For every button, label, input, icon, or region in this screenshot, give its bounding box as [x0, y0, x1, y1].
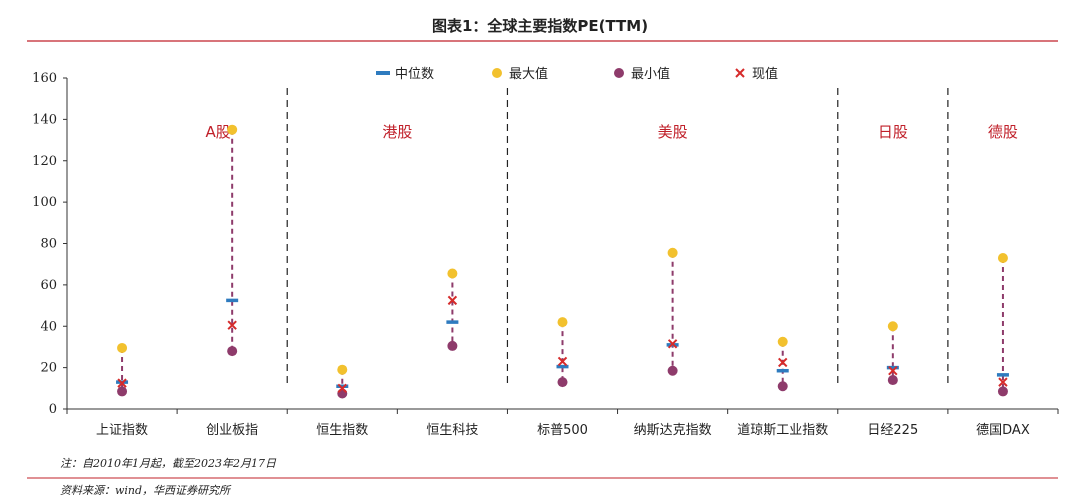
min-point: [557, 377, 568, 388]
y-tick-label: 0: [49, 402, 57, 417]
legend-item: 现值: [735, 66, 778, 82]
median-mark: [996, 373, 1009, 377]
max-point: [447, 268, 458, 279]
current-mark-stroke: [998, 377, 1008, 387]
current-mark: [227, 320, 237, 330]
min-point: [667, 365, 678, 376]
median-mark: [446, 320, 459, 324]
y-tick-label: 40: [40, 319, 57, 334]
chart-source: 资料来源：wind，华西证券研究所: [60, 484, 232, 497]
x-tick-label: 恒生指数: [316, 423, 368, 438]
min-point: [777, 381, 788, 392]
current-mark-stroke: [888, 366, 898, 376]
max-point: [997, 252, 1008, 263]
current-mark: [447, 295, 458, 306]
current-mark-stroke: [227, 320, 237, 330]
y-tick-label: 80: [40, 237, 57, 252]
x-tick-label: 恒生科技: [426, 423, 478, 438]
legend-swatch-max: [492, 68, 502, 78]
current-mark-stroke: [117, 378, 127, 388]
legend-swatch-min: [614, 68, 624, 78]
legend-swatch-current: [735, 68, 745, 78]
min-point: [117, 386, 128, 397]
region-dividers: [286, 88, 949, 385]
current-mark-stroke: [778, 357, 788, 368]
legend: 中位数 最大值 最小值 现值: [376, 66, 778, 82]
max-point: [887, 321, 898, 332]
legend-swatch-median: [376, 71, 390, 75]
legend-item: 中位数: [376, 67, 434, 82]
median-mark: [336, 384, 349, 388]
min-point: [887, 375, 898, 386]
median-mark: [886, 365, 899, 370]
current-mark: [778, 357, 788, 368]
y-tick-label: 60: [40, 278, 57, 293]
current-mark: [888, 366, 898, 376]
y-tick-label: 120: [32, 154, 57, 169]
x-tick-label: 德国DAX: [976, 423, 1030, 438]
current-mark-stroke: [337, 383, 347, 394]
min-point: [997, 386, 1008, 397]
max-point: [777, 336, 788, 347]
max-point: [337, 364, 348, 375]
chart-title: 图表1：全球主要指数PE(TTM): [432, 17, 648, 35]
median-mark: [556, 364, 569, 369]
region-label: 美股: [658, 123, 688, 141]
legend-label: 最小值: [631, 66, 670, 82]
current-mark: [998, 377, 1008, 387]
current-mark-stroke: [557, 356, 568, 367]
current-mark: [117, 378, 127, 388]
current-mark: [557, 356, 568, 367]
x-tick-label: 标普500: [537, 423, 588, 438]
min-point: [447, 340, 458, 351]
x-tick-label: 道琼斯工业指数: [737, 423, 828, 438]
region-label: A股: [206, 123, 231, 141]
legend-item: 最大值: [492, 66, 548, 82]
current-mark: [337, 383, 347, 394]
chart-marks: [116, 124, 1009, 399]
legend-label: 现值: [752, 66, 778, 82]
current-mark-stroke: [447, 295, 458, 306]
legend-label: 中位数: [395, 67, 434, 82]
max-point: [557, 317, 568, 328]
min-point: [337, 388, 348, 399]
min-point: [227, 346, 238, 357]
current-mark-stroke: [667, 339, 678, 349]
legend-item: 最小值: [614, 66, 670, 82]
region-label: 日股: [878, 123, 908, 141]
chart-note: 注：自2010年1月起，截至2023年2月17日: [60, 457, 277, 470]
region-label: 德股: [988, 123, 1018, 141]
max-point: [227, 124, 238, 135]
x-tick-label: 创业板指: [206, 423, 258, 438]
region-labels: A股 港股 美股 日股 德股: [206, 123, 1018, 141]
x-tick-label: 纳斯达克指数: [634, 423, 712, 438]
y-tick-label: 160: [32, 71, 57, 86]
legend-label: 最大值: [509, 66, 548, 82]
current-mark: [667, 339, 678, 349]
median-mark: [776, 368, 789, 373]
y-tick-label: 140: [32, 112, 57, 127]
x-tick-label: 日经225: [867, 423, 918, 438]
region-label: 港股: [382, 123, 412, 141]
axes: 0 20 40 60 80 100 120 140 160 上证指数 创业板指 恒生指数 恒生科技 标普5…: [32, 71, 1059, 438]
y-tick-label: 20: [40, 361, 57, 376]
median-mark: [226, 298, 239, 303]
max-point: [667, 247, 678, 258]
y-tick-label: 100: [32, 195, 57, 210]
max-point: [117, 342, 128, 353]
x-tick-label: 上证指数: [96, 423, 148, 438]
